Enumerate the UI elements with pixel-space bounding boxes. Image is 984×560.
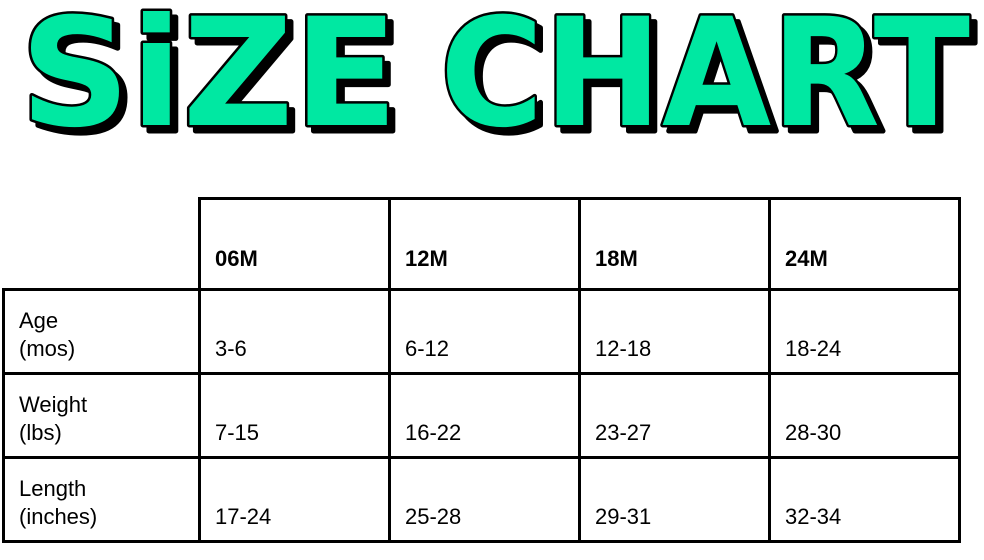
table-row: Age (mos) 3-6 6-12 12-18 18-24 bbox=[2, 288, 961, 375]
column-header: 06M bbox=[198, 197, 391, 291]
size-table: 06M 12M 18M 24M Age (mos) 3-6 6-12 12-18 … bbox=[2, 197, 961, 543]
column-header: 18M bbox=[578, 197, 771, 291]
row-label-line2: (mos) bbox=[19, 336, 76, 361]
table-cell: 7-15 bbox=[198, 372, 391, 459]
row-label-line2: (lbs) bbox=[19, 420, 62, 445]
title-text: SiZE CHART bbox=[18, 0, 973, 160]
row-label: Length (inches) bbox=[2, 456, 201, 543]
corner-cell bbox=[3, 198, 201, 291]
table-row: Weight (lbs) 7-15 16-22 23-27 28-30 bbox=[2, 372, 961, 459]
table-cell: 32-34 bbox=[768, 456, 961, 543]
title-word-size: SiZE bbox=[20, 0, 398, 160]
table-cell: 25-28 bbox=[388, 456, 581, 543]
table-cell: 6-12 bbox=[388, 288, 581, 375]
column-header: 12M bbox=[388, 197, 581, 291]
size-chart-title: SiZE CHART bbox=[18, 0, 973, 160]
table-cell: 23-27 bbox=[578, 372, 771, 459]
table-cell: 29-31 bbox=[578, 456, 771, 543]
row-label-line1: Weight bbox=[19, 392, 88, 417]
table-cell: 3-6 bbox=[198, 288, 391, 375]
table-cell: 17-24 bbox=[198, 456, 391, 543]
table-cell: 12-18 bbox=[578, 288, 771, 375]
table-cell: 16-22 bbox=[388, 372, 581, 459]
row-label: Age (mos) bbox=[2, 288, 201, 375]
table-cell: 28-30 bbox=[768, 372, 961, 459]
row-label-line2: (inches) bbox=[19, 504, 98, 529]
column-header: 24M bbox=[768, 197, 961, 291]
table-cell: 18-24 bbox=[768, 288, 961, 375]
title-word-chart: CHART bbox=[440, 0, 970, 160]
row-label: Weight (lbs) bbox=[2, 372, 201, 459]
row-label-line1: Length bbox=[19, 476, 87, 501]
header-row: 06M 12M 18M 24M bbox=[3, 197, 961, 291]
row-label-line1: Age bbox=[19, 308, 59, 333]
table-row: Length (inches) 17-24 25-28 29-31 32-34 bbox=[2, 456, 961, 543]
